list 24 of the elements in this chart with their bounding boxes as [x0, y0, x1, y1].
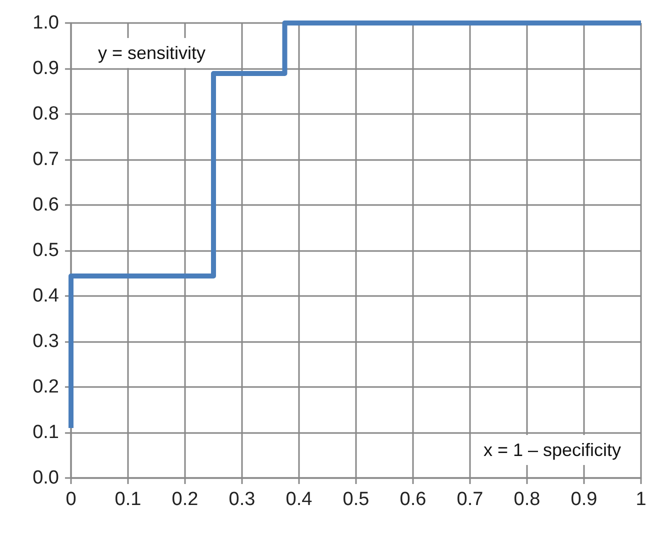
x-tick-label: 0.2	[172, 489, 198, 510]
x-tick-label: 0.6	[400, 489, 426, 510]
annotation: x = 1 – specificity	[483, 440, 622, 460]
x-tick-label: 0.1	[114, 489, 142, 510]
y-tick-label: 0.7	[32, 149, 59, 170]
y-tick-label: 0.1	[32, 422, 59, 443]
x-tick-label: 0.4	[286, 489, 313, 510]
x-tick-label: 0	[66, 489, 76, 510]
y-tick-label: 0.6	[32, 194, 59, 216]
y-tick-label: 0.8	[32, 104, 59, 124]
x-tick-label: 1	[636, 489, 646, 510]
annotation: y = sensitivity	[98, 43, 206, 63]
x-tick-label: 0.9	[570, 489, 598, 510]
y-tick-label: 0.5	[32, 240, 59, 261]
y-tick-label: 0.3	[32, 331, 59, 352]
x-tick-label: 0.7	[456, 489, 484, 510]
y-tick-label: 0.9	[32, 58, 59, 79]
y-tick-label: 1.0	[32, 12, 59, 34]
y-tick-label: 0.0	[32, 468, 59, 488]
y-tick-label: 0.2	[32, 376, 59, 398]
x-tick-label: 0.5	[342, 489, 370, 510]
x-tick-label: 0.3	[228, 489, 256, 510]
y-tick-label: 0.4	[32, 286, 60, 306]
x-tick-label: 0.8	[514, 489, 540, 510]
